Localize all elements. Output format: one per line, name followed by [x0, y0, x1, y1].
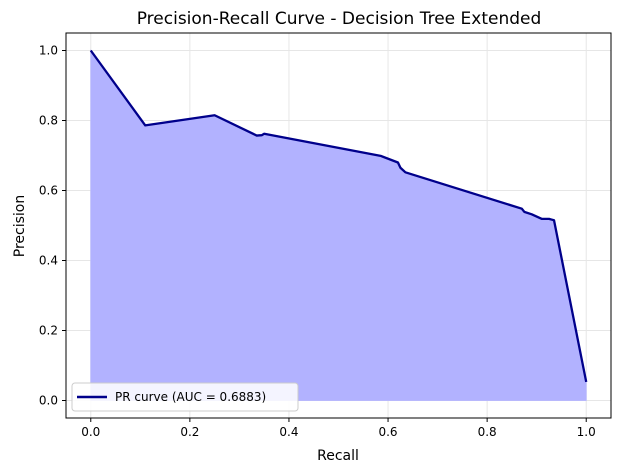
- plot-frame: [65, 32, 612, 419]
- x-axis-label: Recall: [317, 448, 359, 464]
- legend-box: [71, 382, 299, 412]
- y-tick-label: 0.6: [39, 184, 58, 198]
- chart-title: Precision-Recall Curve - Decision Tree E…: [137, 9, 542, 29]
- y-tick-label: 0.0: [39, 394, 58, 408]
- pr-curve-line: [89, 49, 588, 383]
- x-tick-label: 0.2: [180, 425, 199, 439]
- legend: PR curve (AUC = 0.6883): [71, 382, 299, 412]
- y-tick-label: 0.4: [39, 254, 58, 268]
- x-tick-label: 0.4: [279, 425, 298, 439]
- x-tick-label: 0.8: [478, 425, 497, 439]
- axis-ticks: 0.0 0.2 0.4 0.6 0.8 1.0 0.0 0.2 0.4 0.6 0.8 1.0: [39, 44, 596, 440]
- x-tick-label: 0.6: [378, 425, 397, 439]
- x-tick-label: 1.0: [577, 425, 596, 439]
- pr-curve-area: [90, 49, 587, 401]
- legend-entry-label: PR curve (AUC = 0.6883): [115, 390, 266, 404]
- y-tick-label: 1.0: [39, 44, 58, 58]
- x-tick-label: 0.0: [81, 425, 100, 439]
- y-tick-label: 0.2: [39, 324, 58, 338]
- plot-data: [89, 49, 588, 401]
- y-tick-label: 0.8: [39, 114, 58, 128]
- y-axis-label: Precision: [12, 195, 28, 257]
